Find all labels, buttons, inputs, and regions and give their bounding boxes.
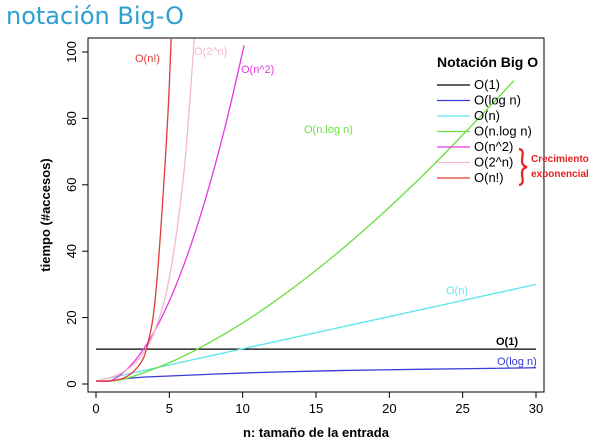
legend-label-0: O(1) [474,77,500,92]
tick-group: 0 5 10 15 20 25 30 0 20 40 60 80 100 [64,41,543,416]
series-group [95,38,537,383]
y-tick-label: 20 [64,310,79,324]
annotation-line2: exponencial [531,169,589,180]
annotation-line1: Crecimiento [531,154,589,165]
curve-label-6: O(n!) [135,53,160,65]
series-line-3 [95,80,515,382]
legend-label-2: O(n) [474,108,500,123]
series-line-5 [95,38,195,382]
series-line-1 [95,367,537,382]
y-tick-label: 80 [64,111,79,125]
x-tick-label: 30 [529,401,543,416]
slide-title: notación Big-O [6,2,184,30]
curve-label-4: O(n^2) [241,64,274,76]
curve-label-2: O(n) [446,285,468,297]
legend-title: Notación Big O [437,54,538,70]
curve-label-5: O(2^n) [194,46,227,58]
legend-label-6: O(n!) [474,170,504,185]
curve-label-0: O(1) [496,336,518,348]
x-tick-label: 10 [235,401,249,416]
x-tick-label: 20 [382,401,396,416]
curve-label-1: O(log n) [497,356,537,368]
legend-label-1: O(log n) [474,93,521,108]
legend-label-4: O(n^2) [474,139,513,154]
legend-label-5: O(2^n) [474,155,513,170]
series-line-4 [95,45,245,383]
series-line-2 [95,283,537,382]
x-tick-label: 15 [309,401,323,416]
y-tick-label: 60 [64,178,79,192]
x-tick-label: 0 [92,401,99,416]
x-axis-title: n: tamaño de la entrada [243,425,390,440]
y-tick-label: 100 [64,41,79,63]
legend-label-3: O(n.log n) [474,124,532,139]
x-tick-label: 5 [166,401,173,416]
brace-icon [518,147,528,187]
curve-label-group: O(1)O(log n)O(n)O(n.log n)O(n^2)O(2^n)O(… [135,46,537,368]
legend: O(1)O(log n)O(n)O(n.log n)O(n^2)O(2^n)O(… [437,77,532,185]
y-axis-title: tiempo (#accesos) [38,158,53,271]
y-tick-label: 0 [64,380,79,387]
y-tick-label: 40 [64,244,79,258]
curve-label-3: O(n.log n) [304,124,353,136]
x-tick-label: 25 [455,401,469,416]
series-line-6 [95,38,172,382]
